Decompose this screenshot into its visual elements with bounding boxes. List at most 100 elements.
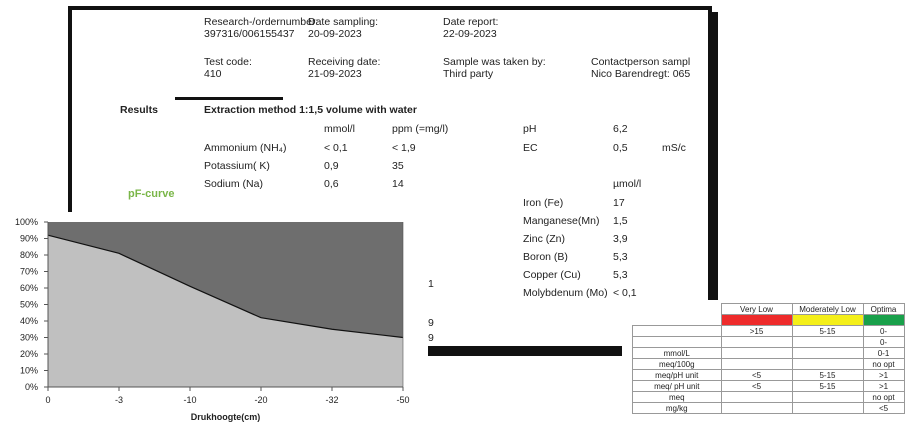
y-tick-label: 90% (20, 234, 38, 244)
moderately-low-color-cell[interactable] (791, 314, 864, 326)
spreadsheet-fragment: Very Low Moderately Low Optima >15 5-15 0-… (622, 300, 910, 425)
contact-label: Contactperson sampl (591, 56, 691, 68)
y-tick-label: 100% (15, 217, 38, 227)
value-cell[interactable]: >1 (862, 369, 905, 381)
receiving-label: Receiving date: (308, 56, 381, 68)
pf-chart-svg: 0% 10% 20% 30% 40% 50% 60% 70% 80% 90% 100% 0 -3 -10 -… (15, 217, 410, 422)
contact-value: Nico Barendregt: 065 (591, 68, 691, 80)
x-tick-label: -10 (183, 395, 196, 405)
umol-unit: µmol/l (613, 178, 642, 190)
pf-chart: 0% 10% 20% 30% 40% 50% 60% 70% 80% 90% 100% 0 -3 -10 -… (0, 212, 428, 425)
method-heading: Extraction method 1:1,5 volume with wate… (204, 104, 417, 116)
trace-name: Molybdenum (Mo) (523, 287, 608, 299)
y-tick-label: 10% (20, 366, 38, 376)
value-cell[interactable] (720, 336, 793, 348)
unit-cell[interactable]: meq (632, 391, 722, 403)
value-cell[interactable]: >15 (720, 325, 793, 337)
row-name: Ammonium (NH₄) (204, 142, 287, 154)
color-row-label (633, 315, 722, 326)
very-low-color-cell[interactable] (720, 314, 793, 326)
value-cell[interactable]: 5-15 (791, 369, 864, 381)
results-heading: Results (120, 104, 158, 116)
trace-value: < 0,1 (613, 287, 637, 299)
test-code-value: 410 (204, 68, 222, 80)
value-cell[interactable]: 0- (862, 325, 905, 337)
x-tick-label: -3 (115, 395, 123, 405)
trace-name: Zinc (Zn) (523, 233, 565, 245)
unit-cell[interactable]: meq/100g (632, 358, 722, 370)
corner-cell (633, 304, 722, 315)
row-name: Sodium (Na) (204, 178, 263, 190)
y-tick-label: 0% (25, 382, 38, 392)
header-cell[interactable]: Moderately Low (791, 303, 864, 315)
unit-cell[interactable]: meq/ pH unit (632, 380, 722, 392)
x-tick-label: -32 (325, 395, 338, 405)
taken-by-value: Third party (443, 68, 494, 80)
y-tick-label: 50% (20, 300, 38, 310)
unit-cell[interactable]: mg/kg (632, 402, 722, 414)
pf-area (48, 235, 403, 387)
value-cell[interactable]: 5-15 (791, 325, 864, 337)
trace-value: 5,3 (613, 269, 628, 281)
col-mmol: mmol/l (324, 123, 355, 135)
trace-name: Copper (Cu) (523, 269, 581, 281)
trace-value: 5,3 (613, 251, 628, 263)
value-cell[interactable]: 0- (862, 336, 905, 348)
unit-cell[interactable]: mmol/L (632, 347, 722, 359)
value-cell[interactable] (720, 347, 793, 359)
row-mmol: 0,9 (324, 160, 339, 172)
research-value: 397316/006155437 (204, 28, 295, 40)
value-cell[interactable]: <5 (720, 380, 793, 392)
header-cell[interactable]: Very Low (720, 303, 793, 315)
ph-value: 6,2 (613, 123, 628, 135)
value-cell[interactable]: <5 (720, 369, 793, 381)
col-ppm: ppm (=mg/l) (392, 123, 449, 135)
trace-name: Manganese(Mn) (523, 215, 600, 227)
row-ppm: < 1,9 (392, 142, 416, 154)
ec-value: 0,5 (613, 142, 628, 154)
row-ppm: 35 (392, 160, 404, 172)
value-cell[interactable] (791, 336, 864, 348)
row-mmol: < 0,1 (324, 142, 348, 154)
unit-cell[interactable]: meq/pH unit (632, 369, 722, 381)
value-cell[interactable] (720, 402, 793, 414)
partial-value: 9 (428, 332, 434, 344)
ec-label: EC (523, 142, 538, 154)
unit-cell[interactable] (632, 336, 722, 348)
taken-by-label: Sample was taken by: (443, 56, 546, 68)
value-cell[interactable] (720, 358, 793, 370)
x-tick-label: -50 (396, 395, 409, 405)
y-tick-label: 20% (20, 349, 38, 359)
unit-cell[interactable] (632, 325, 722, 337)
value-cell[interactable] (791, 402, 864, 414)
header-cell[interactable]: Optima (862, 303, 905, 315)
y-tick-label: 80% (20, 250, 38, 260)
ec-unit: mS/c (662, 142, 686, 154)
value-cell[interactable] (791, 347, 864, 359)
research-label: Research-/ordernumber: (204, 16, 319, 28)
pf-curve-label: pF-curve (128, 188, 175, 200)
value-cell[interactable] (791, 391, 864, 403)
value-cell[interactable]: no opt (862, 358, 905, 370)
y-tick-label: 60% (20, 283, 38, 293)
value-cell[interactable]: >1 (862, 380, 905, 392)
receiving-value: 21-09-2023 (308, 68, 362, 80)
y-tick-label: 70% (20, 267, 38, 277)
value-cell[interactable] (720, 391, 793, 403)
date-report-value: 22-09-2023 (443, 28, 497, 40)
optimal-color-cell[interactable] (862, 314, 905, 326)
value-cell[interactable]: <5 (862, 402, 905, 414)
date-sampling-label: Date sampling: (308, 16, 379, 28)
pf-curve-line (47, 234, 404, 339)
row-ppm: 14 (392, 178, 404, 190)
trace-value: 17 (613, 197, 625, 209)
test-code-label: Test code: (204, 56, 252, 68)
x-tick-label: 0 (45, 395, 50, 405)
value-cell[interactable]: 5-15 (791, 380, 864, 392)
value-cell[interactable] (791, 358, 864, 370)
value-cell[interactable]: no opt (862, 391, 905, 403)
range-table: Very Low Moderately Low Optima >15 5-15 0-… (632, 303, 905, 414)
date-sampling-value: 20-09-2023 (308, 28, 362, 40)
trace-value: 3,9 (613, 233, 628, 245)
value-cell[interactable]: 0-1 (862, 347, 905, 359)
